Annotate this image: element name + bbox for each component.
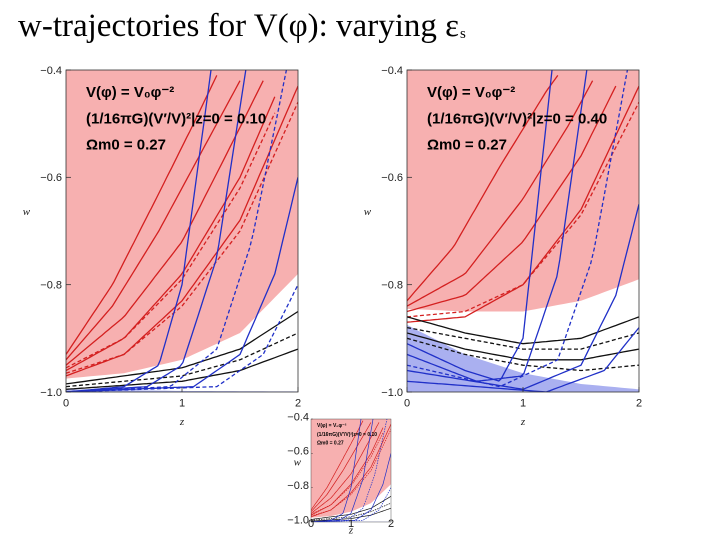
y-tick-label: −0.4 [287, 411, 309, 423]
series-red-line-6 [66, 80, 241, 361]
annotation-line-3: Ωm0 = 0.27 [317, 441, 344, 447]
series-blue-line-10 [407, 70, 553, 382]
page-title: w-trajectories for V(φ): varying εs [18, 8, 466, 45]
series-blue-line-12 [407, 70, 629, 388]
x-tick-label: 0 [404, 397, 410, 409]
y-tick-label: −0.8 [287, 480, 309, 492]
y-tick-label: −0.6 [287, 446, 309, 458]
y-tick-label: −1.0 [40, 387, 62, 399]
x-tick-label: 2 [295, 397, 301, 409]
title-subscript: s [459, 26, 466, 42]
series-red-line-2 [311, 429, 391, 517]
annotation-line-1: V(φ) = V₀φ⁻² [427, 84, 515, 101]
series-red-line-4 [311, 432, 384, 515]
series-black-line-8 [311, 507, 391, 522]
y-tick-label: −1.0 [381, 387, 403, 399]
series-black-line-9 [66, 332, 298, 388]
series-black-line-7 [407, 326, 639, 350]
blue-region [311, 521, 391, 522]
series-red-line-1 [66, 85, 298, 377]
series-red-line-4 [66, 112, 276, 369]
plot-area [66, 70, 298, 392]
series-black-line-6 [407, 316, 639, 345]
x-axis-label: z [179, 416, 185, 428]
series-black-line-10 [66, 310, 298, 385]
y-tick-label: −1.0 [287, 514, 309, 526]
series-red-line-3 [66, 96, 276, 372]
x-tick-label: 1 [179, 397, 185, 409]
x-tick-label: 0 [63, 397, 69, 409]
y-tick-label: −0.8 [381, 280, 403, 292]
annotation-line-1: V(φ) = V₀φ⁻² [317, 423, 347, 429]
series-red-line-4 [407, 80, 594, 307]
series-black-line-8 [407, 332, 639, 361]
blue-region [407, 324, 639, 392]
series-red-line-5 [66, 80, 264, 366]
series-red-line-3 [407, 85, 617, 313]
series-red-line-7 [66, 75, 218, 355]
series-red-line-7 [311, 420, 364, 511]
blue-region [66, 389, 298, 392]
annotation-line-1: V(φ) = V₀φ⁻² [86, 84, 174, 101]
title-text: w-trajectories for V(φ): varying ε [18, 8, 459, 44]
series-blue-line-11 [407, 70, 588, 382]
y-axis-label: w [364, 206, 372, 218]
y-tick-label: −0.6 [381, 172, 403, 184]
series-red-line-2 [66, 101, 298, 374]
series-black-line-10 [311, 496, 391, 520]
thumbnail-panel: −0.4 −0.6 −0.8 −1.00 1 2 z w V(φ) = V₀φ⁻² (1/16πG… [287, 411, 394, 536]
y-axis-label: w [23, 206, 31, 218]
annotation-line-2: (1/16πG)(V′/V)²|z=0 = 0.10 [86, 110, 266, 127]
y-tick-label: −0.4 [381, 65, 403, 77]
series-red-line-3 [311, 427, 384, 516]
red-region [66, 70, 298, 379]
series-red-line-2 [407, 101, 639, 318]
series-red-line-5 [407, 75, 559, 302]
x-tick-label: 0 [308, 518, 314, 530]
series-blue-line-13 [66, 70, 288, 392]
series-blue-line-15 [66, 284, 298, 392]
x-tick-label: 2 [388, 518, 394, 530]
annotation-line-2: (1/16πG)(V′/V)²|z=0 = 0.40 [427, 110, 607, 127]
red-region [407, 70, 639, 312]
y-tick-label: −0.6 [40, 172, 62, 184]
series-red-line-5 [311, 422, 380, 514]
annotation-line-2: (1/16πG)(V′/V)²|z=0 = 0.10 [317, 432, 377, 438]
series-red-line-6 [311, 422, 372, 512]
plot-area [407, 70, 639, 392]
series-black-line-8 [66, 348, 298, 390]
series-blue-line-12 [66, 70, 247, 392]
x-axis-label: z [348, 524, 354, 536]
annotation-line-3: Ωm0 = 0.27 [86, 137, 166, 154]
panel-2: −0.4 −0.6 −0.8 −1.00 1 2 z w V(φ) = V₀φ⁻² (1/16πG… [364, 65, 642, 428]
annotation-line-3: Ωm0 = 0.27 [427, 137, 507, 154]
red-region [311, 419, 391, 518]
x-axis-label: z [520, 416, 526, 428]
x-tick-label: 1 [520, 397, 526, 409]
series-black-line-9 [407, 337, 639, 372]
y-axis-label: w [294, 456, 302, 468]
x-tick-label: 1 [348, 518, 354, 530]
panel-1: −0.4 −0.6 −0.8 −1.00 1 2 z w V(φ) = V₀φ⁻² (1/16πG… [23, 65, 301, 428]
y-tick-label: −0.4 [40, 65, 62, 77]
series-red-line-1 [407, 85, 639, 323]
x-tick-label: 2 [636, 397, 642, 409]
y-tick-label: −0.8 [40, 280, 62, 292]
